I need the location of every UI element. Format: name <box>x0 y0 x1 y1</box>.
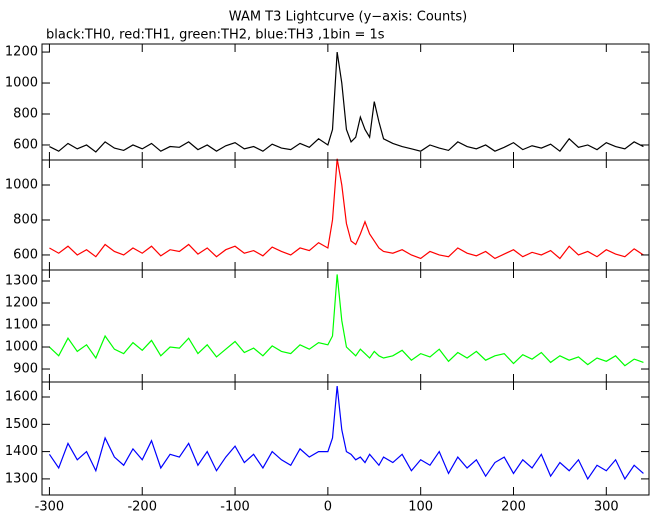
y-tick-label: 1400 <box>5 444 38 459</box>
y-tick-label: 1000 <box>5 76 38 91</box>
x-tick-label: 0 <box>324 500 332 515</box>
x-tick-label: 100 <box>408 500 433 515</box>
y-tick-label: 1200 <box>5 45 38 60</box>
x-tick-label: 200 <box>501 500 526 515</box>
chart-subtitle: black:TH0, red:TH1, green:TH2, blue:TH3 … <box>46 28 385 43</box>
x-tick-label: -100 <box>220 500 250 515</box>
light-curve <box>48 386 644 481</box>
y-tick-label: 1500 <box>5 417 38 432</box>
y-tick-label: 600 <box>13 137 38 152</box>
x-tick-label: -200 <box>127 500 157 515</box>
x-tick-label: 300 <box>594 500 619 515</box>
y-tick-label: 800 <box>13 107 38 122</box>
light-curve <box>49 51 644 153</box>
chart-title: WAM T3 Lightcurve (y−axis: Counts) <box>229 10 467 25</box>
y-tick-label: 1100 <box>5 318 38 333</box>
y-tick-label: 1300 <box>5 274 38 289</box>
y-tick-label: 1000 <box>5 178 38 193</box>
y-tick-label: 900 <box>13 362 38 377</box>
y-tick-label: 1000 <box>5 340 38 355</box>
light-curve <box>49 158 644 260</box>
y-tick-label: 1600 <box>5 390 38 405</box>
light-curve <box>49 274 644 367</box>
y-tick-label: 600 <box>13 247 38 262</box>
y-tick-label: 800 <box>13 212 38 227</box>
y-tick-label: 1300 <box>5 471 38 486</box>
y-tick-label: 1200 <box>5 296 38 311</box>
x-tick-label: -300 <box>35 500 65 515</box>
panel-frame <box>41 381 650 496</box>
